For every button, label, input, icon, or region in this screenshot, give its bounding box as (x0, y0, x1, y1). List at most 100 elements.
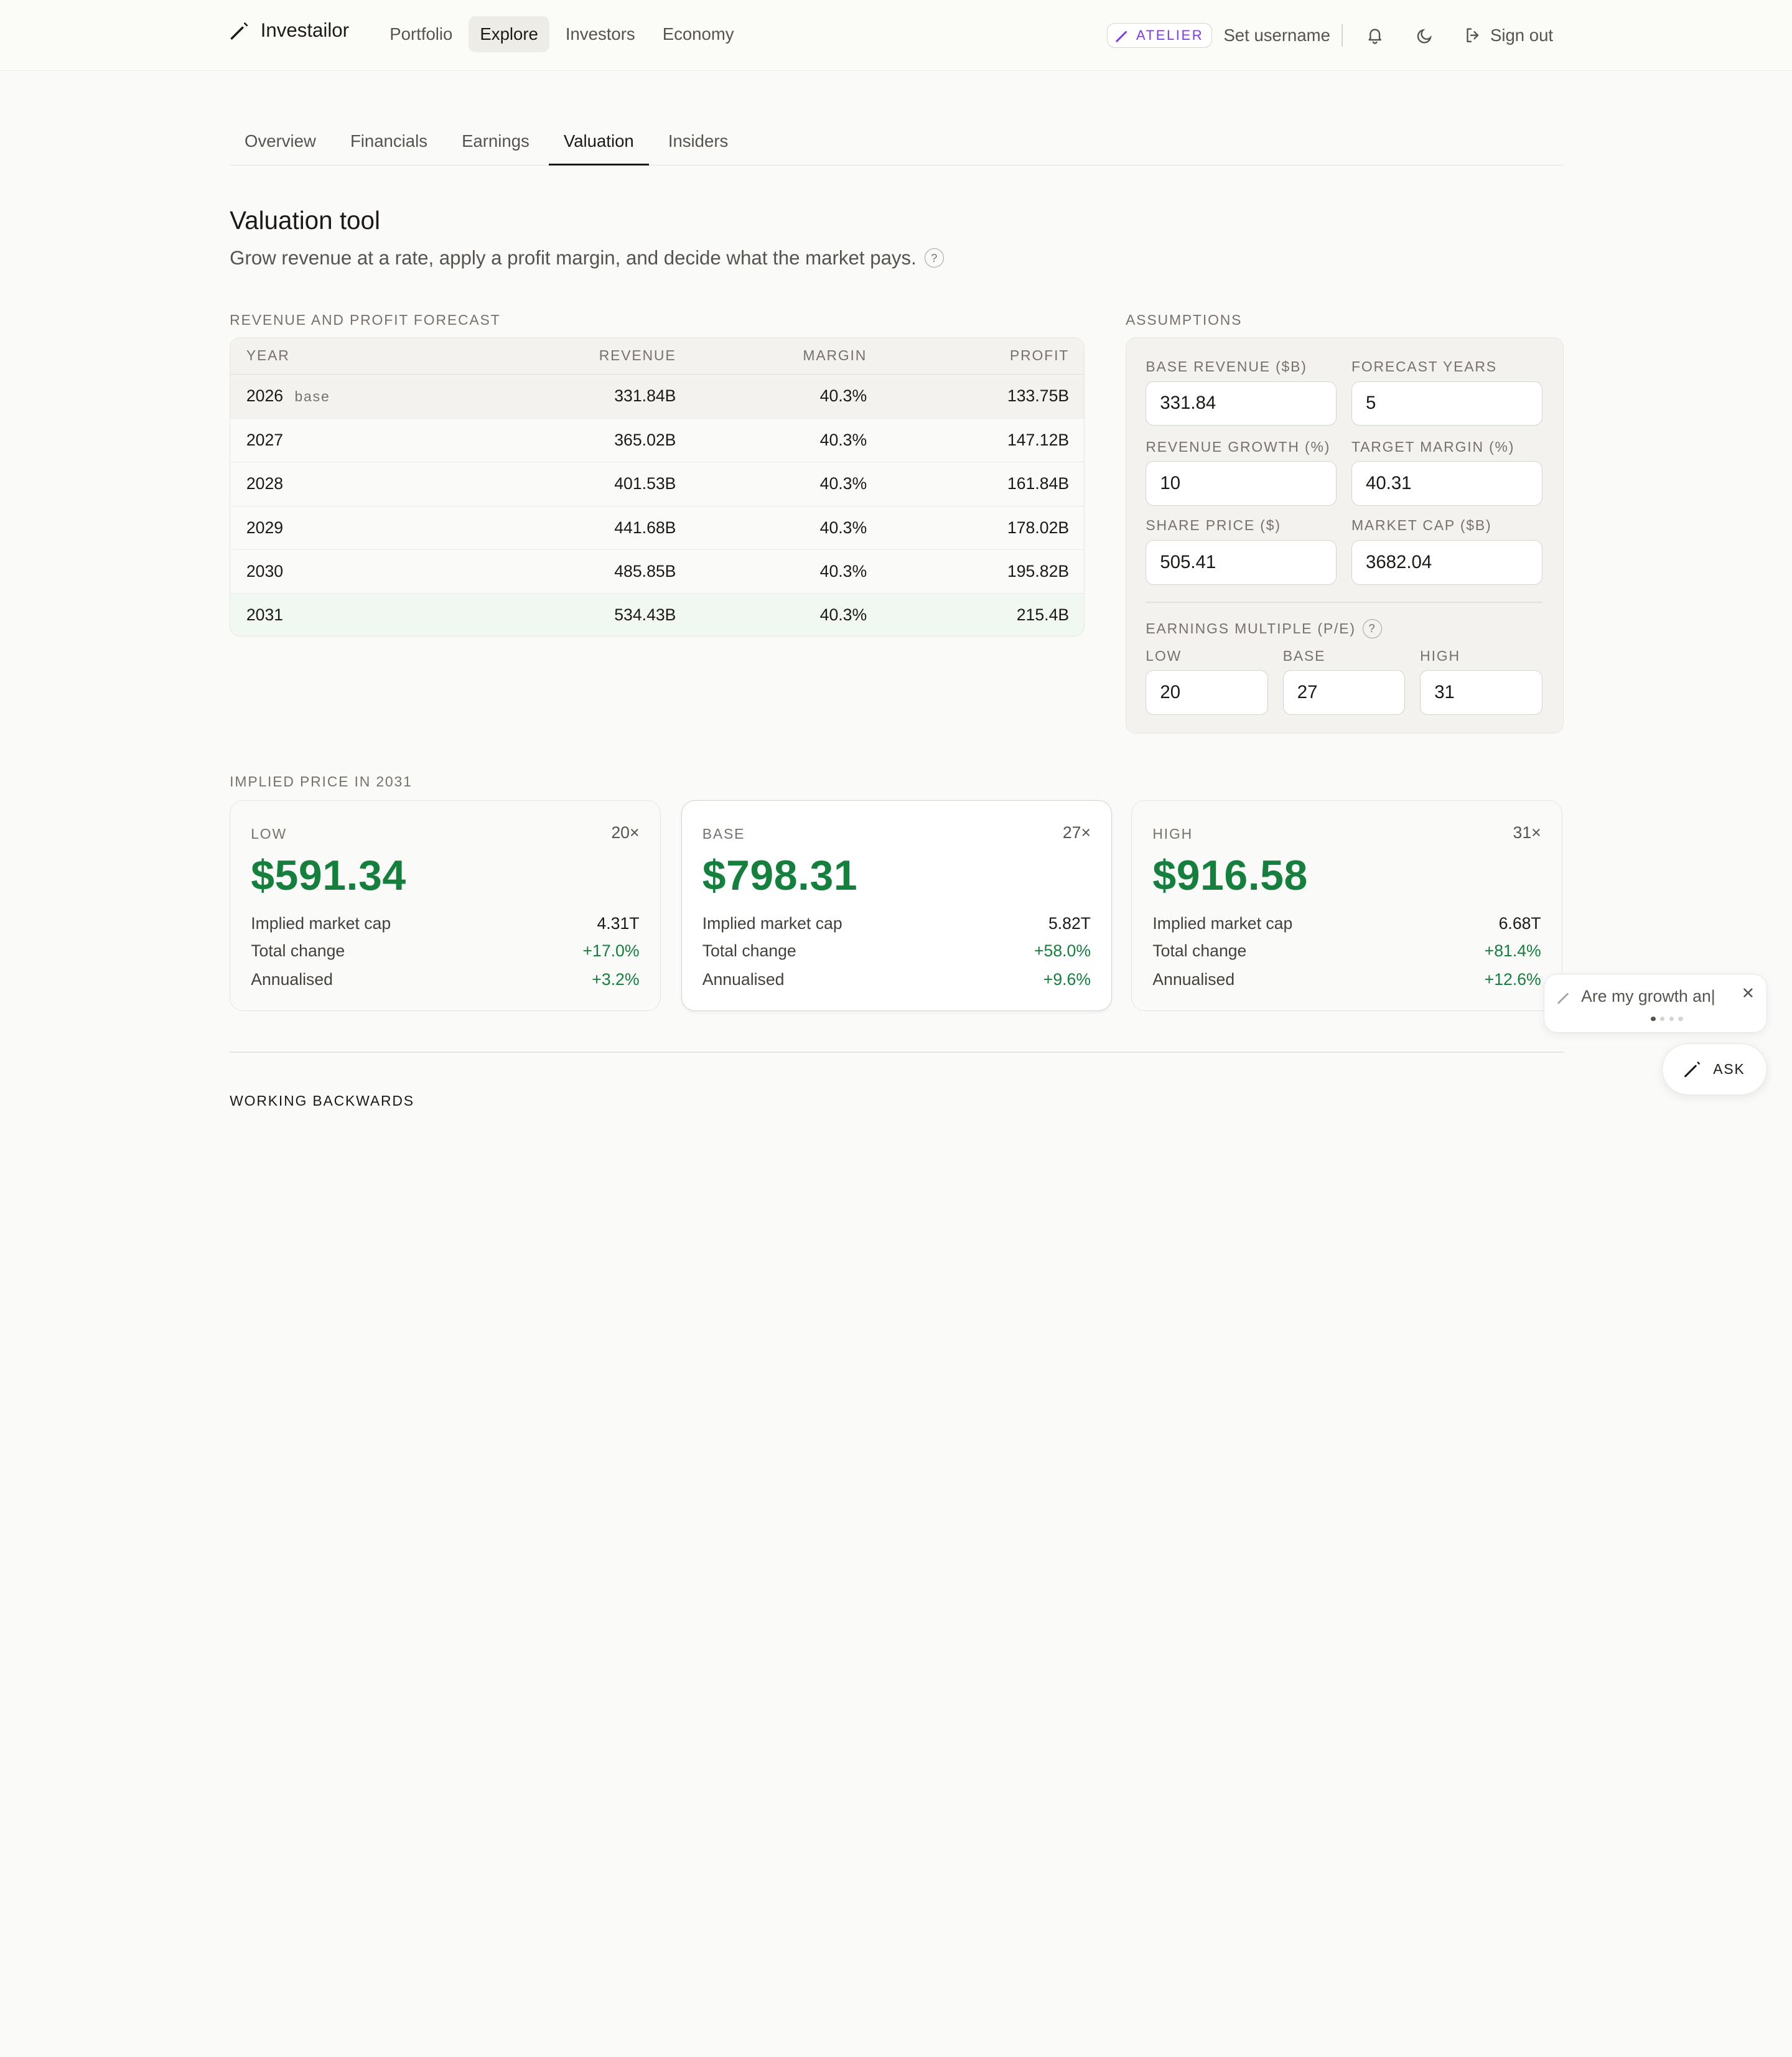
nav-economy[interactable]: Economy (662, 24, 734, 44)
assumptions-label: ASSUMPTIONS (1126, 312, 1243, 329)
ask-label: ASK (1713, 1060, 1745, 1077)
implied-price: $591.34 (251, 851, 406, 899)
scenario-label: LOW (251, 826, 287, 842)
carousel-dot[interactable] (1651, 1016, 1656, 1022)
base-tag: base (294, 388, 330, 405)
forecast-table: YEAR REVENUE MARGIN PROFIT 2026 base 331.… (230, 337, 1085, 637)
nav-explore[interactable]: Explore (469, 16, 550, 53)
margin-cell: 40.3% (819, 605, 867, 625)
app-name: Investailor (260, 19, 350, 42)
year-cell: 2026 (246, 386, 284, 406)
annualised-row: Annualised +3.2% (251, 970, 639, 989)
top-bar: Investailor Portfolio Explore Investors … (0, 0, 1792, 71)
revenue-cell: 441.68B (614, 518, 676, 537)
atelier-badge[interactable]: ATELIER (1107, 22, 1213, 49)
profit-cell: 178.02B (1007, 518, 1070, 537)
tab-insiders[interactable]: Insiders (668, 131, 729, 151)
close-icon[interactable]: ✕ (1741, 985, 1755, 1003)
col-year: YEAR (246, 347, 290, 364)
carousel-dots (1651, 1016, 1683, 1022)
section-tabs: Overview Financials Earnings Valuation I… (230, 119, 1564, 166)
margin-cell: 40.3% (819, 431, 867, 450)
target-margin-input[interactable]: 40.31 (1351, 461, 1542, 506)
pe-label: EARNINGS MULTIPLE (P/E) ? (1146, 618, 1383, 638)
pe-low-field: LOW 20 (1146, 648, 1268, 715)
margin-cell: 40.3% (819, 386, 867, 406)
col-margin: MARGIN (803, 347, 867, 364)
main-nav: Portfolio Explore Investors Economy (378, 16, 745, 53)
row-value: +12.6% (1484, 969, 1541, 989)
margin-cell: 40.3% (819, 518, 867, 537)
share-price-field: SHARE PRICE ($) 505.41 (1146, 517, 1337, 585)
table-header: YEAR REVENUE MARGIN PROFIT (230, 337, 1085, 375)
row-label: Total change (251, 941, 345, 960)
col-revenue: REVENUE (599, 347, 676, 364)
revenue-cell: 331.84B (614, 386, 676, 406)
pe-multiple-header: EARNINGS MULTIPLE (P/E) ? (1146, 618, 1383, 643)
ask-button[interactable]: ASK (1661, 1043, 1767, 1095)
pe-high-input[interactable]: 31 (1420, 670, 1542, 715)
help-icon[interactable]: ? (1362, 618, 1383, 638)
page-subtitle: Grow revenue at a rate, apply a profit m… (230, 247, 944, 269)
working-backwards-label: WORKING BACKWARDS (230, 1092, 414, 1109)
row-label: Total change (1152, 941, 1247, 960)
revenue-growth-input[interactable]: 10 (1146, 461, 1337, 506)
row-value: 4.31T (597, 913, 640, 933)
row-label: Total change (702, 941, 796, 960)
field-label: SHARE PRICE ($) (1146, 517, 1281, 534)
sign-out-label: Sign out (1490, 25, 1554, 45)
bell-icon[interactable] (1363, 24, 1386, 47)
revenue-cell: 365.02B (614, 431, 676, 450)
revenue-cell: 485.85B (614, 562, 676, 581)
share-price-input[interactable]: 505.41 (1146, 539, 1337, 585)
margin-cell: 40.3% (819, 562, 867, 581)
wand-icon (230, 22, 248, 40)
row-label: Implied market cap (702, 913, 842, 933)
year-cell: 2027 (246, 431, 284, 450)
row-value: 5.82T (1048, 913, 1091, 933)
help-icon[interactable]: ? (924, 248, 944, 268)
col-profit: PROFIT (1010, 347, 1070, 364)
carousel-dot[interactable] (1669, 1016, 1674, 1022)
field-label: BASE (1282, 647, 1326, 664)
pe-low-input[interactable]: 20 (1146, 670, 1268, 715)
carousel-dot[interactable] (1659, 1016, 1665, 1022)
profit-cell: 133.75B (1007, 386, 1070, 406)
year-cell: 2028 (246, 474, 284, 493)
sign-out-button[interactable]: Sign out (1464, 26, 1553, 45)
base-revenue-input[interactable]: 331.84 (1146, 381, 1337, 426)
set-username-link[interactable]: Set username (1223, 25, 1330, 45)
nav-investors[interactable]: Investors (565, 24, 635, 44)
pe-high-field: HIGH 31 (1420, 648, 1542, 715)
base-scenario-card: BASE 27× $798.31 Implied market cap 5.82… (681, 800, 1113, 1012)
header-tools: ATELIER Set username Sign out (1107, 22, 1553, 49)
table-row: 2031 534.43B 40.3% 215.4B (230, 593, 1085, 637)
scenario-multiple: 20× (611, 823, 640, 842)
tab-overview[interactable]: Overview (245, 131, 316, 151)
assistant-suggestion[interactable]: Are my growth an| ✕ (1544, 973, 1767, 1033)
implied-price: $798.31 (702, 851, 858, 899)
implied-market-cap-row: Implied market cap 4.31T (251, 914, 639, 933)
row-value: 6.68T (1498, 913, 1541, 933)
tab-financials[interactable]: Financials (350, 131, 427, 151)
carousel-dot[interactable] (1678, 1016, 1683, 1022)
forecast-years-input[interactable]: 5 (1351, 381, 1542, 426)
nav-portfolio[interactable]: Portfolio (390, 24, 453, 44)
margin-cell: 40.3% (819, 474, 867, 493)
pe-base-input[interactable]: 27 (1282, 670, 1406, 715)
sign-out-icon (1467, 28, 1478, 43)
row-label: Annualised (702, 969, 785, 989)
forecast-years-field: FORECAST YEARS 5 (1351, 358, 1542, 426)
market-cap-input[interactable]: 3682.04 (1351, 539, 1542, 585)
year-cell: 2029 (246, 518, 284, 537)
scenario-label: HIGH (1152, 826, 1193, 842)
divider (1146, 602, 1542, 603)
tab-earnings[interactable]: Earnings (462, 131, 530, 151)
row-value: +9.6% (1043, 969, 1091, 989)
atelier-label: ATELIER (1136, 27, 1204, 43)
moon-icon[interactable] (1414, 24, 1437, 47)
table-row: 2030 485.85B 40.3% 195.82B (230, 549, 1085, 593)
app-logo[interactable]: Investailor (230, 19, 349, 42)
tab-valuation[interactable]: Valuation (549, 119, 649, 166)
field-label: FORECAST YEARS (1351, 358, 1497, 375)
